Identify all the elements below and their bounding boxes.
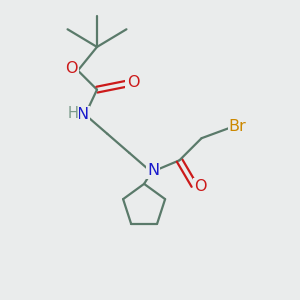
Text: Br: Br xyxy=(229,119,247,134)
Text: N: N xyxy=(147,163,159,178)
Text: O: O xyxy=(127,75,139,90)
Text: O: O xyxy=(194,179,207,194)
Text: N: N xyxy=(76,107,88,122)
Text: O: O xyxy=(65,61,78,76)
Text: H: H xyxy=(68,106,78,121)
